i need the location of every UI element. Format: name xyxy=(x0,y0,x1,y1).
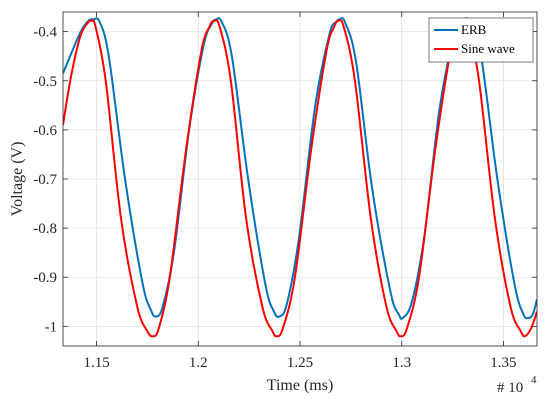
x-axis-label: Time (ms) xyxy=(267,377,334,394)
legend-box xyxy=(428,17,534,63)
y-tick-label: -0.6 xyxy=(33,123,57,139)
x-tick-label: 1.35 xyxy=(490,355,516,371)
x-axis-multiplier: # 10 4 xyxy=(497,374,537,396)
x-multiplier-exponent: 4 xyxy=(531,374,537,386)
y-tick-labels: -1 -0.9 -0.8 -0.7 -0.6 -0.5 -0.4 xyxy=(33,25,57,336)
y-tick-label: -0.8 xyxy=(33,221,57,237)
x-tick-label: 1.15 xyxy=(83,355,109,371)
y-tick-label: -0.5 xyxy=(33,74,57,90)
y-tick-label: -1 xyxy=(45,319,58,335)
x-multiplier-base: # 10 xyxy=(497,380,523,396)
y-tick-label: -0.7 xyxy=(33,172,57,188)
x-tick-label: 1.25 xyxy=(287,355,313,371)
x-tick-labels: 1.15 1.2 1.25 1.3 1.35 xyxy=(83,355,516,371)
y-axis-label: Voltage (V) xyxy=(9,142,26,217)
y-tick-label: -0.9 xyxy=(33,270,57,286)
x-tick-label: 1.3 xyxy=(392,355,411,371)
axis-ticks xyxy=(63,12,537,346)
legend-label-sine-wave: Sine wave xyxy=(461,41,515,56)
grid-lines xyxy=(63,12,537,346)
y-tick-label: -0.4 xyxy=(33,25,57,41)
x-tick-label: 1.2 xyxy=(189,355,208,371)
legend-label-erb: ERB xyxy=(461,22,487,37)
legend: ERB Sine wave xyxy=(428,17,534,63)
